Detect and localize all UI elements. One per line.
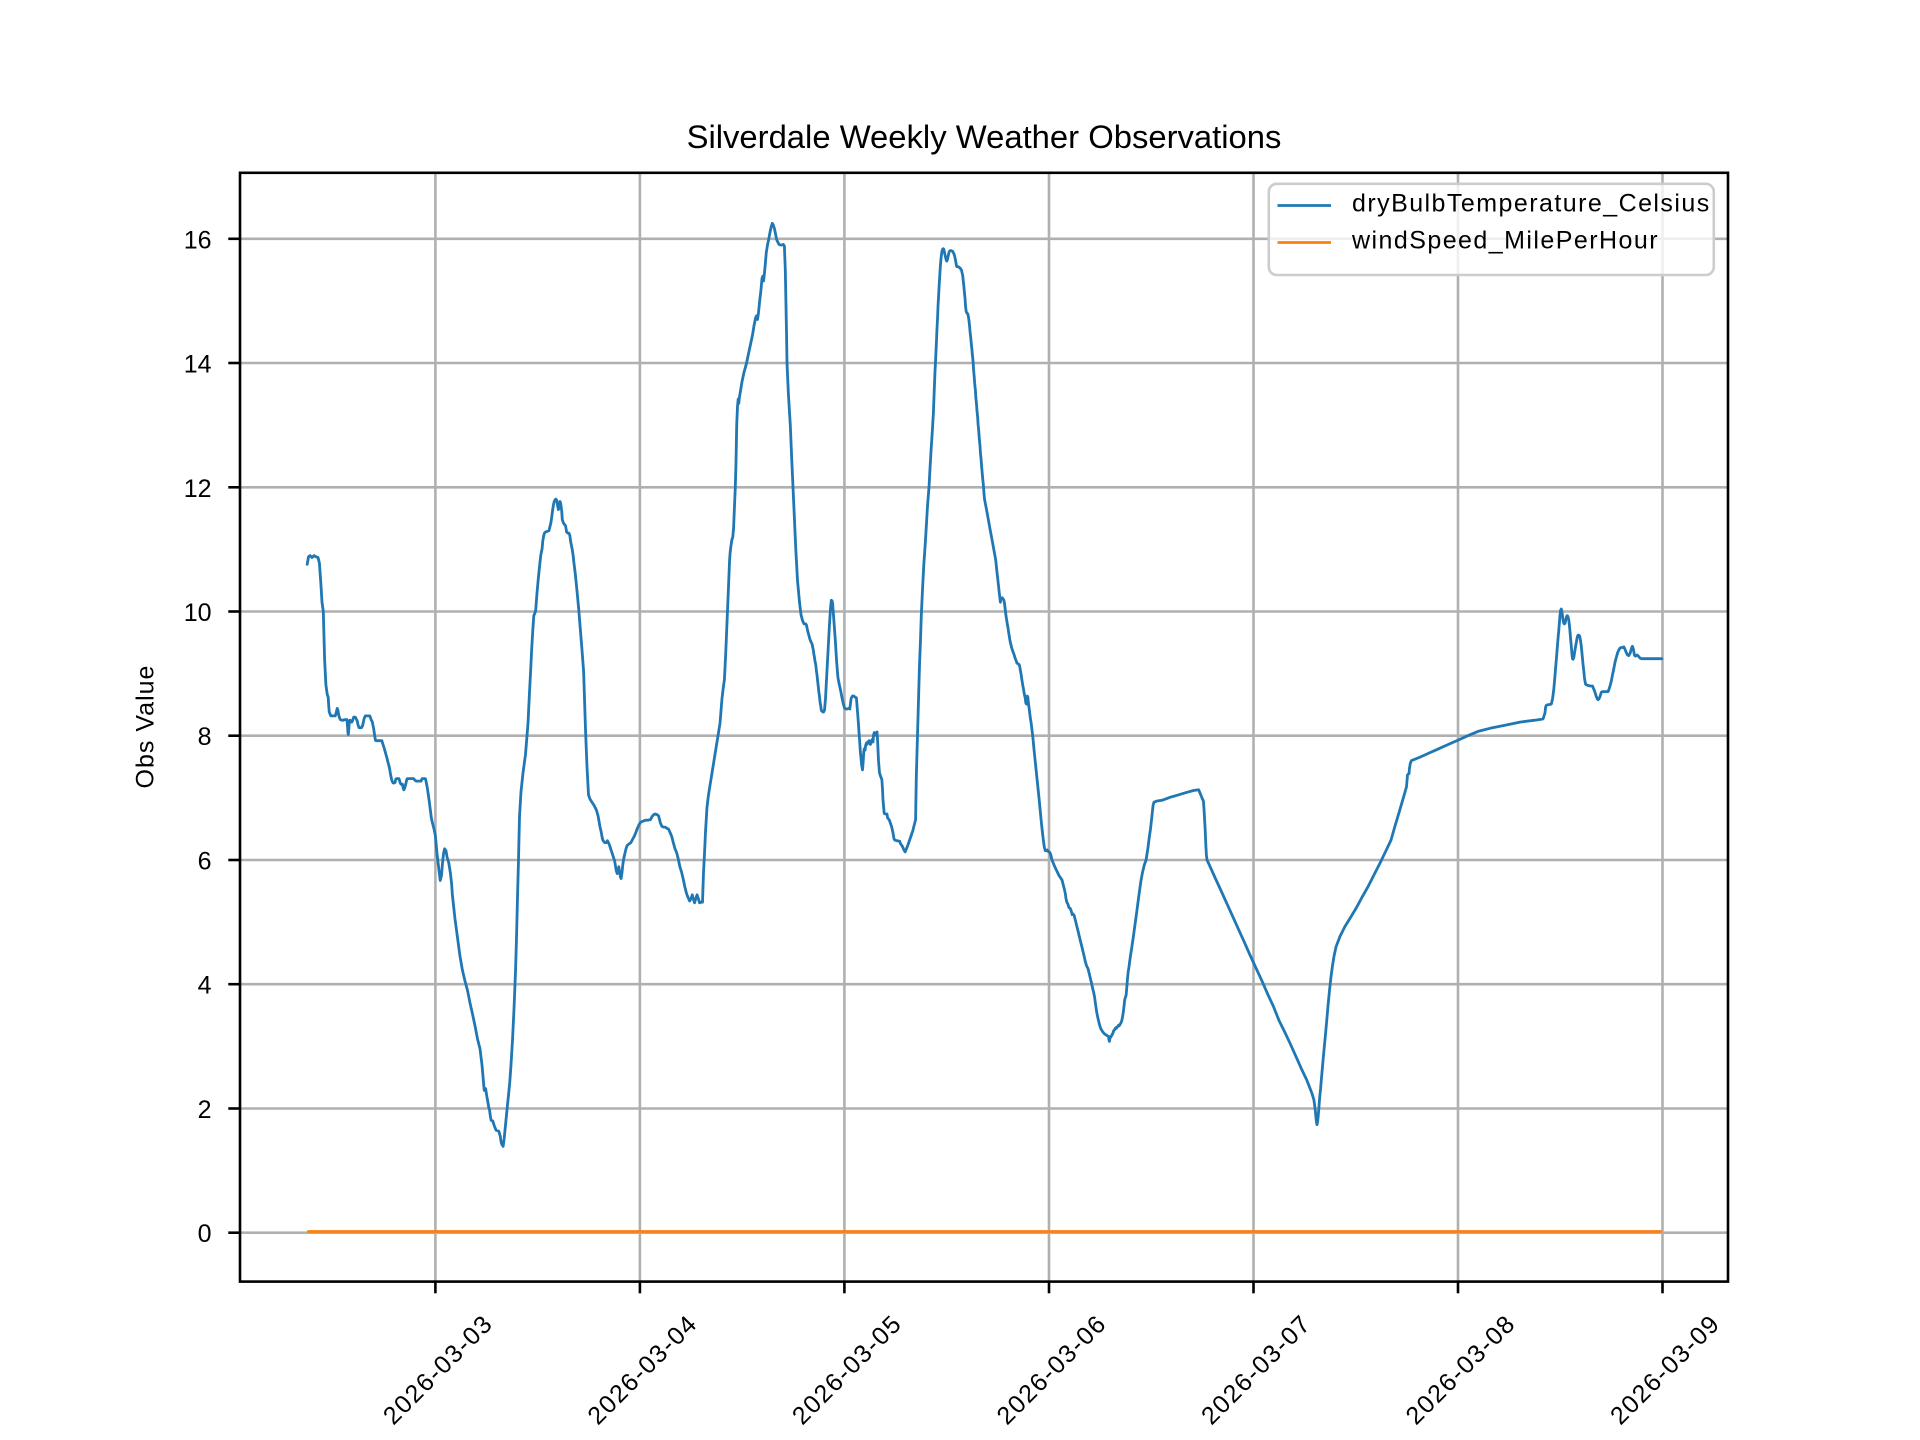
svg-text:12: 12 xyxy=(184,475,212,503)
svg-text:0: 0 xyxy=(198,1220,212,1248)
svg-text:dryBulbTemperature_Celsius: dryBulbTemperature_Celsius xyxy=(1352,190,1711,218)
svg-text:14: 14 xyxy=(184,351,212,379)
svg-text:6: 6 xyxy=(198,848,212,876)
svg-text:4: 4 xyxy=(198,972,212,1000)
svg-text:10: 10 xyxy=(184,599,212,627)
svg-text:2: 2 xyxy=(198,1096,212,1124)
svg-text:8: 8 xyxy=(198,723,212,751)
svg-text:windSpeed_MilePerHour: windSpeed_MilePerHour xyxy=(1351,227,1659,255)
svg-text:Obs Value: Obs Value xyxy=(132,665,160,789)
svg-text:Silverdale Weekly Weather Obse: Silverdale Weekly Weather Observations xyxy=(687,118,1282,155)
svg-text:16: 16 xyxy=(184,226,212,254)
